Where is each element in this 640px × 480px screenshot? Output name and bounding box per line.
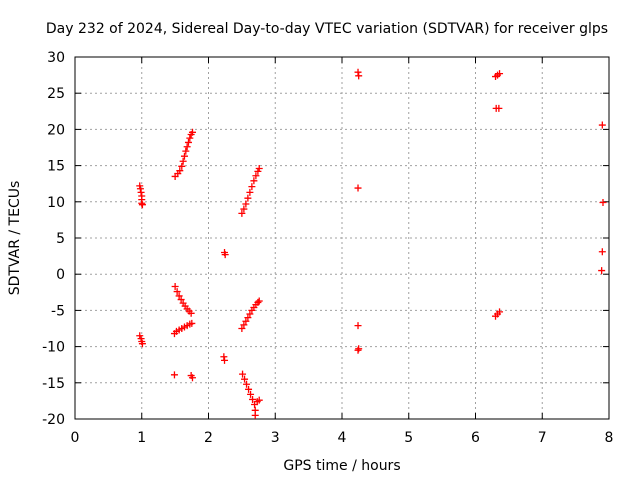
data-point [180, 152, 188, 160]
y-tick-label: -5 [51, 303, 65, 319]
data-point [241, 375, 249, 383]
data-point [136, 185, 144, 193]
data-point [179, 157, 187, 165]
data-points [136, 68, 607, 419]
y-tick-label: 10 [47, 195, 65, 211]
chart-title: Day 232 of 2024, Sidereal Day-to-day VTE… [46, 21, 608, 37]
data-point [250, 177, 258, 185]
data-point [243, 380, 251, 388]
data-point [186, 134, 194, 142]
data-point [247, 390, 255, 398]
y-tick-label: -10 [42, 340, 65, 356]
x-tick-label: 2 [204, 430, 213, 446]
x-tick-label: 5 [404, 430, 413, 446]
data-point [175, 292, 183, 300]
data-point [255, 396, 263, 404]
data-point [188, 374, 196, 382]
data-point [182, 147, 190, 155]
data-point [239, 370, 247, 378]
data-point [598, 248, 606, 256]
data-point [245, 385, 253, 393]
data-point [244, 314, 252, 322]
data-point [173, 288, 181, 296]
data-point [598, 267, 606, 275]
grid [75, 57, 609, 419]
data-point [248, 183, 256, 191]
axis-ticks [74, 56, 610, 420]
data-point [138, 199, 146, 207]
data-point [183, 143, 191, 151]
y-tick-labels: -20 -15 -10 -5 0 5 10 15 20 25 30 [42, 50, 65, 428]
x-tick-label: 7 [538, 430, 547, 446]
data-point [254, 298, 262, 306]
data-point [598, 121, 606, 129]
y-tick-label: 20 [47, 122, 65, 138]
data-point [496, 70, 504, 78]
data-point [188, 319, 196, 327]
data-point [599, 199, 607, 207]
data-point [178, 162, 186, 170]
data-point [221, 251, 229, 259]
data-point [138, 201, 146, 209]
data-point [354, 184, 362, 192]
data-point [242, 317, 250, 325]
data-point [240, 205, 248, 213]
x-axis-label: GPS time / hours [283, 458, 400, 474]
data-point [242, 200, 250, 208]
data-point [251, 411, 259, 419]
data-point [177, 296, 185, 304]
data-point [244, 194, 252, 202]
data-point [354, 322, 362, 330]
data-point [137, 188, 145, 196]
y-axis-label: SDTVAR / TECUs [7, 181, 23, 296]
data-point [246, 310, 254, 318]
data-point [255, 164, 263, 172]
data-point [255, 297, 263, 305]
y-tick-label: 5 [56, 231, 65, 247]
y-tick-label: -20 [42, 412, 65, 428]
data-point [252, 172, 260, 180]
y-tick-label: 0 [56, 267, 65, 283]
y-tick-label: -15 [42, 376, 65, 392]
data-point [188, 128, 196, 136]
y-tick-label: 25 [47, 86, 65, 102]
x-tick-label: 6 [471, 430, 480, 446]
x-tick-label: 4 [338, 430, 347, 446]
data-point [354, 346, 362, 354]
data-point [240, 321, 248, 329]
x-tick-label: 8 [605, 430, 614, 446]
data-point [355, 72, 363, 80]
data-point [220, 353, 228, 361]
x-tick-labels: 0 1 2 3 4 5 6 7 8 [71, 430, 614, 446]
x-tick-label: 0 [71, 430, 80, 446]
data-point [170, 371, 178, 379]
y-tick-label: 15 [47, 159, 65, 175]
data-point [184, 138, 192, 146]
data-point [246, 188, 254, 196]
data-point [238, 209, 246, 217]
y-tick-label: 30 [47, 50, 65, 66]
data-point [187, 309, 195, 317]
data-point [238, 325, 246, 332]
data-point [249, 395, 257, 403]
x-tick-label: 3 [271, 430, 280, 446]
data-point [176, 167, 184, 175]
data-point [354, 68, 362, 76]
data-point [221, 356, 229, 364]
data-point [138, 340, 146, 348]
data-point [355, 345, 363, 353]
data-point [496, 308, 504, 316]
x-tick-label: 1 [137, 430, 146, 446]
data-point [171, 283, 179, 291]
data-point [495, 104, 503, 112]
